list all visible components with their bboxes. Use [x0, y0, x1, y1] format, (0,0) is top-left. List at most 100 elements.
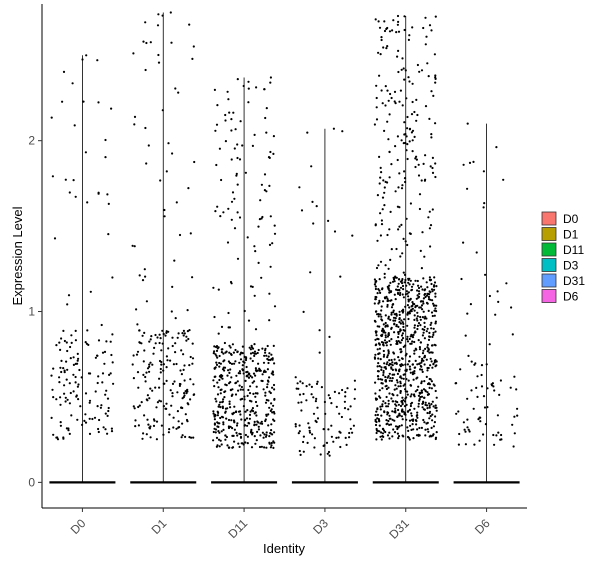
data-point: [403, 281, 406, 284]
data-point: [397, 332, 400, 335]
data-point: [403, 78, 406, 81]
data-point: [378, 347, 381, 350]
data-point: [411, 423, 414, 426]
data-point: [408, 408, 411, 411]
data-point: [430, 380, 433, 383]
data-point: [397, 426, 400, 429]
data-point: [227, 446, 230, 449]
data-point: [229, 368, 232, 371]
data-point: [188, 329, 191, 332]
data-point: [385, 384, 388, 387]
data-point: [428, 417, 431, 420]
data-point: [338, 392, 341, 395]
data-point: [330, 424, 333, 427]
data-point: [145, 162, 148, 165]
data-point: [101, 372, 105, 375]
data-point: [375, 266, 379, 270]
data-point: [147, 144, 150, 147]
data-point: [382, 355, 385, 358]
data-point: [375, 106, 378, 109]
data-point: [399, 380, 402, 383]
data-point: [254, 400, 258, 404]
data-point: [377, 302, 380, 305]
data-point: [408, 312, 411, 315]
data-point: [401, 184, 404, 187]
data-point: [397, 282, 400, 285]
data-point: [298, 186, 301, 189]
data-point: [310, 165, 313, 168]
data-point: [216, 104, 219, 107]
data-point: [189, 398, 192, 401]
data-point: [314, 419, 317, 422]
data-point: [255, 86, 258, 89]
data-point: [265, 413, 268, 416]
data-point: [421, 231, 424, 234]
data-point: [227, 98, 230, 101]
data-point: [214, 129, 217, 132]
data-point: [478, 439, 481, 442]
data-point: [273, 431, 276, 434]
data-point: [179, 383, 182, 386]
data-point: [218, 375, 221, 378]
data-point: [253, 435, 256, 438]
data-point: [214, 210, 217, 213]
data-point: [388, 392, 391, 395]
data-point: [396, 381, 399, 384]
data-point: [431, 171, 435, 174]
data-point: [505, 282, 508, 285]
data-point: [379, 408, 382, 411]
data-point: [402, 325, 405, 328]
data-point: [407, 76, 410, 79]
data-point: [244, 433, 247, 437]
data-point: [407, 38, 410, 42]
data-point: [411, 301, 414, 304]
data-point: [227, 311, 230, 315]
data-point: [409, 279, 412, 282]
data-point: [246, 424, 249, 427]
data-point: [213, 423, 216, 426]
data-point: [63, 339, 66, 343]
data-point: [297, 432, 300, 435]
data-point: [50, 374, 53, 377]
data-point: [410, 414, 413, 417]
data-point: [165, 379, 168, 382]
data-point: [384, 334, 387, 337]
data-point: [516, 407, 519, 410]
data-point: [236, 380, 239, 383]
data-point: [148, 363, 151, 366]
data-point: [375, 420, 378, 424]
data-point: [255, 385, 258, 388]
data-point: [328, 335, 331, 338]
data-point: [379, 234, 382, 237]
data-point: [423, 293, 426, 296]
data-point: [383, 204, 386, 207]
data-point: [254, 328, 258, 331]
data-point: [220, 178, 223, 182]
data-point: [431, 400, 434, 403]
data-point: [237, 410, 241, 413]
data-point: [387, 299, 390, 302]
data-point: [395, 325, 398, 328]
data-point: [348, 431, 351, 435]
data-point: [158, 341, 161, 345]
data-point: [376, 292, 379, 295]
data-point: [386, 303, 389, 307]
data-point: [163, 215, 166, 218]
data-point: [327, 394, 330, 397]
data-point: [66, 398, 69, 401]
data-point: [181, 434, 184, 437]
data-point: [388, 228, 391, 231]
data-point: [239, 358, 243, 361]
data-point: [143, 268, 146, 271]
data-point: [386, 376, 389, 379]
data-point: [378, 26, 382, 29]
data-point: [268, 352, 271, 355]
data-point: [464, 430, 467, 433]
data-point: [264, 435, 268, 438]
data-point: [246, 409, 249, 412]
data-point: [394, 190, 397, 193]
data-point: [430, 321, 433, 324]
data-point: [264, 419, 267, 423]
data-point: [186, 388, 189, 391]
data-point: [158, 359, 162, 363]
